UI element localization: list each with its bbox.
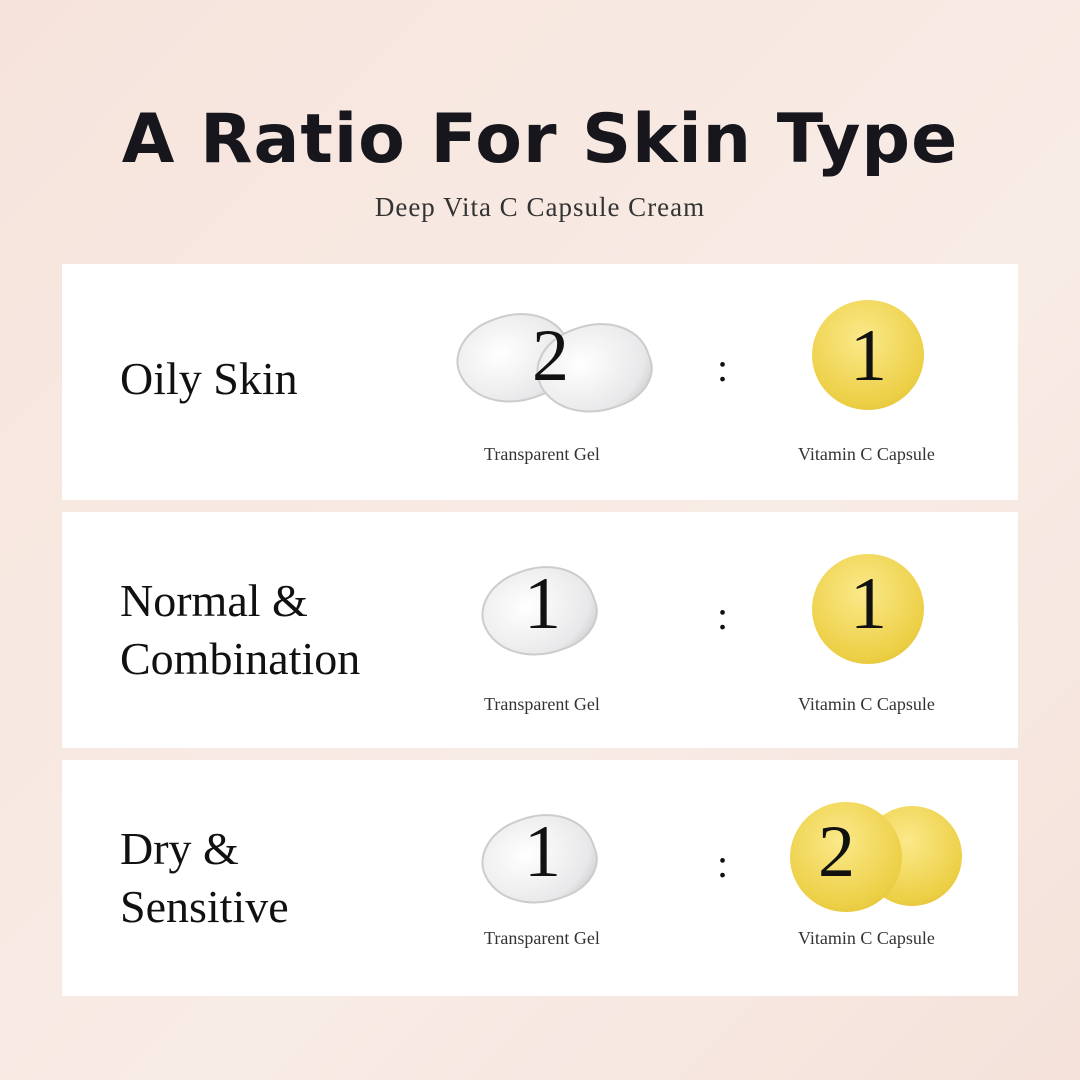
capsule-ratio: 1 — [850, 563, 887, 645]
capsule-image — [790, 802, 902, 912]
capsule-image — [812, 554, 924, 664]
capsule-image — [812, 300, 924, 410]
capsule-label: Vitamin C Capsule — [798, 444, 935, 464]
ratio-separator: : — [717, 345, 729, 390]
capsule-ratio: 2 — [818, 811, 855, 893]
ratio-card-normal: Normal & Combination 1 : 1 Transparent G… — [62, 512, 1018, 748]
skin-type-label: Oily Skin — [120, 353, 298, 404]
gel-ratio: 1 — [524, 811, 561, 893]
ratio-separator: : — [717, 841, 729, 886]
capsule-label: Vitamin C Capsule — [798, 928, 935, 948]
gel-ratio: 2 — [532, 315, 569, 397]
capsule-ratio: 1 — [850, 315, 887, 397]
page-title: A Ratio For Skin Type — [121, 100, 959, 179]
gel-label: Transparent Gel — [484, 694, 600, 714]
skin-type-label: Dry & Sensitive — [120, 823, 289, 932]
capsule-label: Vitamin C Capsule — [798, 694, 935, 714]
gel-label: Transparent Gel — [484, 928, 600, 948]
ratio-card-oily: Oily Skin 2 : 1 Transparent Gel Vitamin … — [62, 264, 1018, 500]
ratio-card-dry: Dry & Sensitive 1 : 2 Transparent Gel Vi… — [62, 760, 1018, 996]
product-subtitle: Deep Vita C Capsule Cream — [374, 192, 706, 222]
gel-ratio: 1 — [524, 563, 561, 645]
skin-type-label: Normal & Combination — [120, 575, 361, 684]
ratio-separator: : — [717, 593, 729, 638]
gel-label: Transparent Gel — [484, 444, 600, 464]
